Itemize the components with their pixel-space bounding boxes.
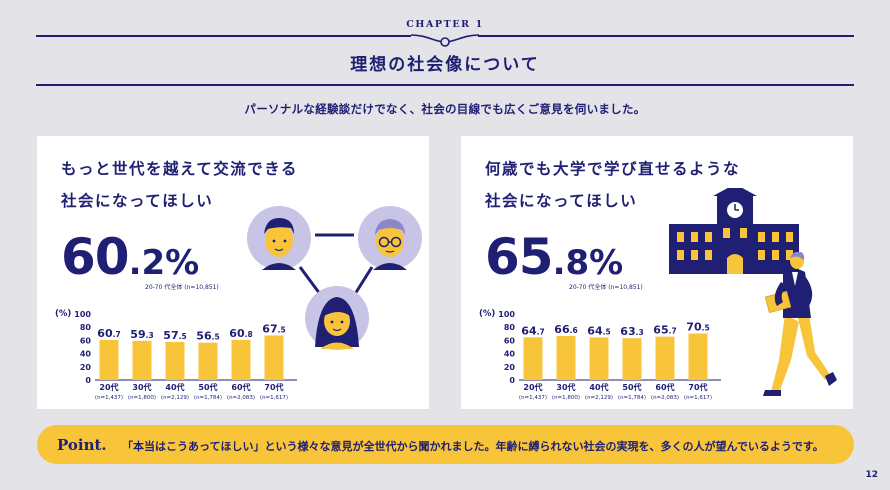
header-rule-top-right	[478, 35, 854, 37]
page-number: 12	[865, 470, 878, 480]
y-tick-label: 60	[504, 336, 516, 345]
x-category-label: 30代	[132, 382, 151, 392]
card-relearning: 何歳でも大学で学び直せるような 社会になってほしい 65.8% 20-70 代全…	[461, 136, 853, 409]
x-category-label: 50代	[622, 382, 641, 392]
bar-value-label: 59.3	[130, 328, 153, 341]
card-heading: 何歳でも大学で学び直せるような 社会になってほしい	[485, 153, 740, 217]
bar-value-label: 60.7	[97, 327, 120, 340]
point-text: 「本当はこうあってほしい」という様々な意見が全世代から聞かれました。年齢に縛られ…	[122, 440, 824, 453]
header-rule-bottom	[36, 84, 854, 86]
bar	[556, 336, 576, 380]
x-sample-size-label: (n=2,083)	[651, 395, 679, 401]
x-category-label: 50代	[198, 382, 217, 392]
y-tick-label: 40	[504, 350, 516, 359]
x-sample-size-label: (n=2,129)	[161, 395, 189, 401]
x-category-label: 20代	[99, 382, 118, 392]
x-sample-size-label: (n=2,083)	[227, 395, 255, 401]
x-category-label: 30代	[556, 382, 575, 392]
bar-value-label: 64.5	[587, 324, 610, 337]
point-label: Point.	[57, 436, 107, 454]
generations-illustration	[247, 206, 422, 350]
university-building-icon	[669, 188, 799, 274]
point-callout: Point. 「本当はこうあってほしい」という様々な意見が全世代から聞かれました…	[37, 425, 854, 464]
y-tick-label: 80	[504, 323, 516, 332]
header-rule-top-left	[36, 35, 411, 37]
sample-note: 20-70 代全体 (n=10,851)	[145, 284, 219, 291]
headline-percentage-sign: %	[589, 243, 624, 283]
bar-value-label: 63.3	[620, 325, 643, 338]
page-subtitle: パーソナルな経験談だけでなく、社会の目線でも広くご意見を伺いました。	[244, 102, 646, 116]
bar	[231, 339, 251, 380]
bar-value-label: 65.7	[653, 324, 676, 337]
y-tick-label: 100	[74, 310, 91, 319]
bar	[99, 339, 119, 380]
bar	[523, 337, 543, 380]
bar-chart-svg: (%) 0 20 40 60 80 100 64.7 20代 (n=1,437) 66.6 30代 (n…	[479, 309, 721, 401]
chapter-label: CHAPTER 1	[406, 19, 484, 30]
bar-value-label: 67.5	[262, 322, 285, 335]
x-sample-size-label: (n=1,800)	[128, 395, 156, 401]
y-tick-label: 20	[80, 363, 92, 372]
bar-value-label: 70.5	[686, 320, 709, 333]
y-tick-label: 0	[85, 376, 91, 385]
sample-note: 20-70 代全体 (n=10,851)	[569, 284, 643, 291]
bar-value-label: 66.6	[554, 323, 577, 336]
chapter-ornament-icon	[410, 34, 480, 47]
x-category-label: 60代	[655, 382, 674, 392]
card-heading-line1: 何歳でも大学で学び直せるような	[485, 160, 741, 178]
y-tick-label: 0	[509, 376, 515, 385]
x-category-label: 40代	[165, 382, 184, 392]
y-tick-label: 20	[504, 363, 516, 372]
bar-value-label: 64.7	[521, 324, 544, 337]
x-sample-size-label: (n=2,129)	[585, 395, 613, 401]
man-avatar-icon	[247, 206, 311, 270]
card-heading: もっと世代を越えて交流できる 社会になってほしい	[61, 153, 298, 217]
bar	[264, 335, 284, 380]
bar-value-label: 57.5	[163, 329, 186, 342]
y-axis-label: (%)	[479, 309, 495, 319]
y-tick-label: 80	[80, 323, 92, 332]
bar	[165, 342, 185, 380]
x-sample-size-label: (n=1,617)	[684, 395, 712, 401]
bar	[589, 337, 609, 380]
bar-value-label: 60.8	[229, 327, 252, 340]
student-with-book-icon	[763, 252, 837, 396]
card-heading-line1: もっと世代を越えて交流できる	[61, 160, 298, 178]
elder-with-glasses-avatar-icon	[358, 206, 422, 270]
x-category-label: 70代	[264, 382, 283, 392]
headline-percentage-decimal: .8	[552, 243, 590, 283]
headline-percentage: 60.2%	[61, 228, 199, 286]
x-category-label: 20代	[523, 382, 542, 392]
card-intergenerational: もっと世代を越えて交流できる 社会になってほしい 60.2% 20-70 代全体…	[37, 136, 429, 409]
bar-value-label: 56.5	[196, 330, 219, 343]
y-axis-label: (%)	[55, 309, 71, 319]
x-sample-size-label: (n=1,617)	[260, 395, 288, 401]
card-heading-line2: 社会になってほしい	[61, 192, 214, 210]
bar	[622, 338, 642, 380]
card-heading-line2: 社会になってほしい	[485, 192, 638, 210]
y-tick-label: 60	[80, 336, 92, 345]
page-title: 理想の社会像について	[350, 55, 540, 75]
x-sample-size-label: (n=1,437)	[519, 395, 547, 401]
bar	[132, 340, 152, 380]
x-sample-size-label: (n=1,784)	[618, 395, 646, 401]
headline-percentage-sign: %	[165, 243, 200, 283]
headline-percentage-int: 60	[61, 228, 130, 286]
x-category-label: 40代	[589, 382, 608, 392]
bar	[688, 333, 708, 380]
woman-avatar-icon	[305, 286, 369, 350]
bar-chart-svg: (%) 0 20 40 60 80 100 60.7 20代 (n=1,437) 59.3 30代 (n…	[55, 309, 297, 401]
y-tick-label: 40	[80, 350, 92, 359]
bar	[655, 336, 675, 380]
x-sample-size-label: (n=1,784)	[194, 395, 222, 401]
headline-percentage: 65.8%	[485, 228, 623, 286]
y-tick-label: 100	[498, 310, 515, 319]
x-category-label: 70代	[688, 382, 707, 392]
headline-percentage-decimal: .2	[128, 243, 166, 283]
x-category-label: 60代	[231, 382, 250, 392]
x-sample-size-label: (n=1,800)	[552, 395, 580, 401]
x-sample-size-label: (n=1,437)	[95, 395, 123, 401]
headline-percentage-int: 65	[485, 228, 554, 286]
bar	[198, 342, 218, 380]
